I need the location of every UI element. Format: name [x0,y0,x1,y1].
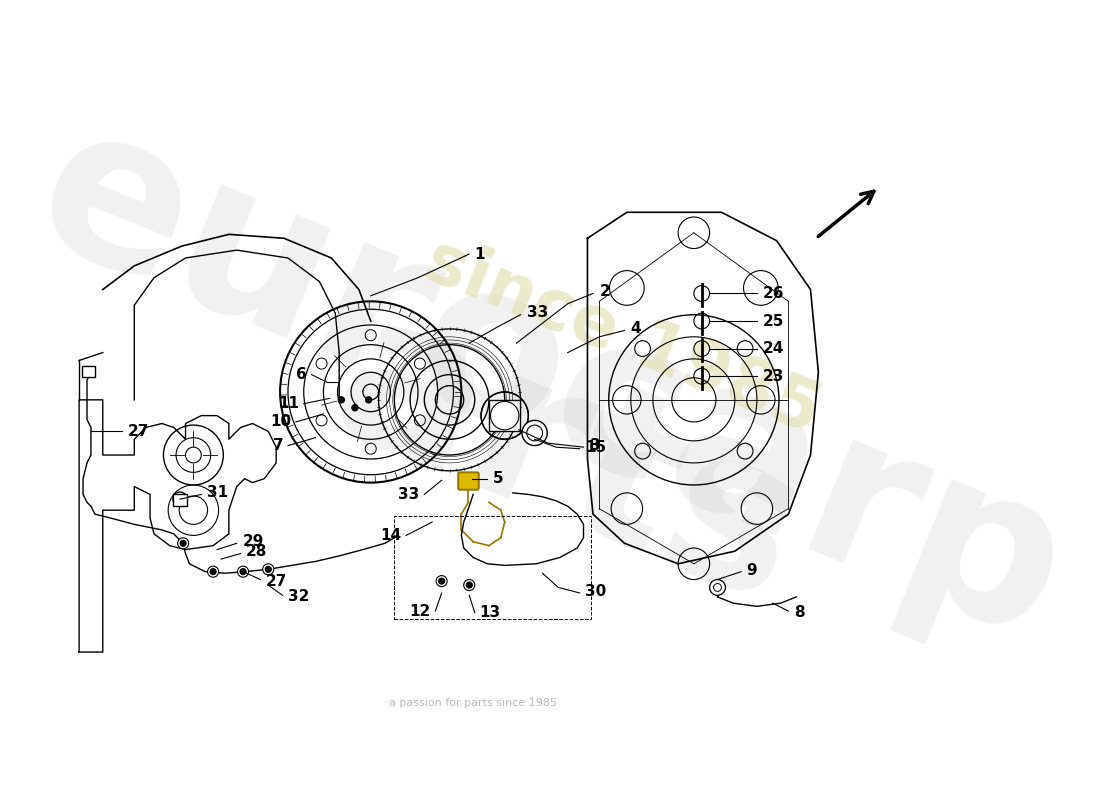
Text: arts: arts [305,276,830,650]
FancyBboxPatch shape [488,400,520,431]
Text: 15: 15 [585,440,606,454]
Circle shape [466,582,472,588]
Circle shape [365,397,372,403]
Text: 11: 11 [278,396,299,411]
Text: 1: 1 [474,246,484,262]
Text: 8: 8 [794,605,804,620]
Text: a passion for parts since 1985: a passion for parts since 1985 [389,698,558,708]
Text: 23: 23 [763,369,784,384]
Text: 24: 24 [763,341,784,356]
Circle shape [263,564,274,575]
Text: 29: 29 [242,534,264,550]
Text: 10: 10 [270,414,292,430]
Text: 14: 14 [381,528,402,543]
Text: 28: 28 [246,545,267,559]
Text: 12: 12 [409,603,430,618]
Text: 25: 25 [763,314,784,329]
Text: 9: 9 [747,562,757,578]
Bar [395,517,592,619]
Text: 32: 32 [288,590,309,604]
Text: 13: 13 [480,605,501,620]
Text: 33: 33 [398,487,419,502]
Circle shape [210,569,217,575]
Text: 6: 6 [296,367,307,382]
Circle shape [352,405,359,411]
Circle shape [208,566,219,577]
Text: since 1985: since 1985 [416,227,830,446]
Circle shape [240,569,246,575]
Text: 33: 33 [527,305,548,320]
Text: 3: 3 [590,438,601,453]
Circle shape [522,420,548,446]
Circle shape [180,540,186,546]
Circle shape [464,579,475,590]
Text: 30: 30 [585,584,606,599]
Circle shape [436,576,448,586]
Text: 4: 4 [630,321,641,336]
Text: 27: 27 [266,574,287,589]
Text: 2: 2 [600,283,610,298]
Circle shape [238,566,249,577]
Text: 31: 31 [207,486,228,500]
Text: 7: 7 [273,438,283,453]
FancyBboxPatch shape [459,472,478,490]
Circle shape [710,579,725,595]
Circle shape [338,397,344,403]
Circle shape [439,578,444,584]
FancyBboxPatch shape [82,366,95,377]
Circle shape [265,566,272,573]
Text: 26: 26 [763,286,784,301]
Text: 5: 5 [493,471,504,486]
FancyBboxPatch shape [173,494,187,506]
Text: eurocarp: eurocarp [9,84,1094,685]
Circle shape [177,538,189,549]
Text: 27: 27 [128,424,150,439]
